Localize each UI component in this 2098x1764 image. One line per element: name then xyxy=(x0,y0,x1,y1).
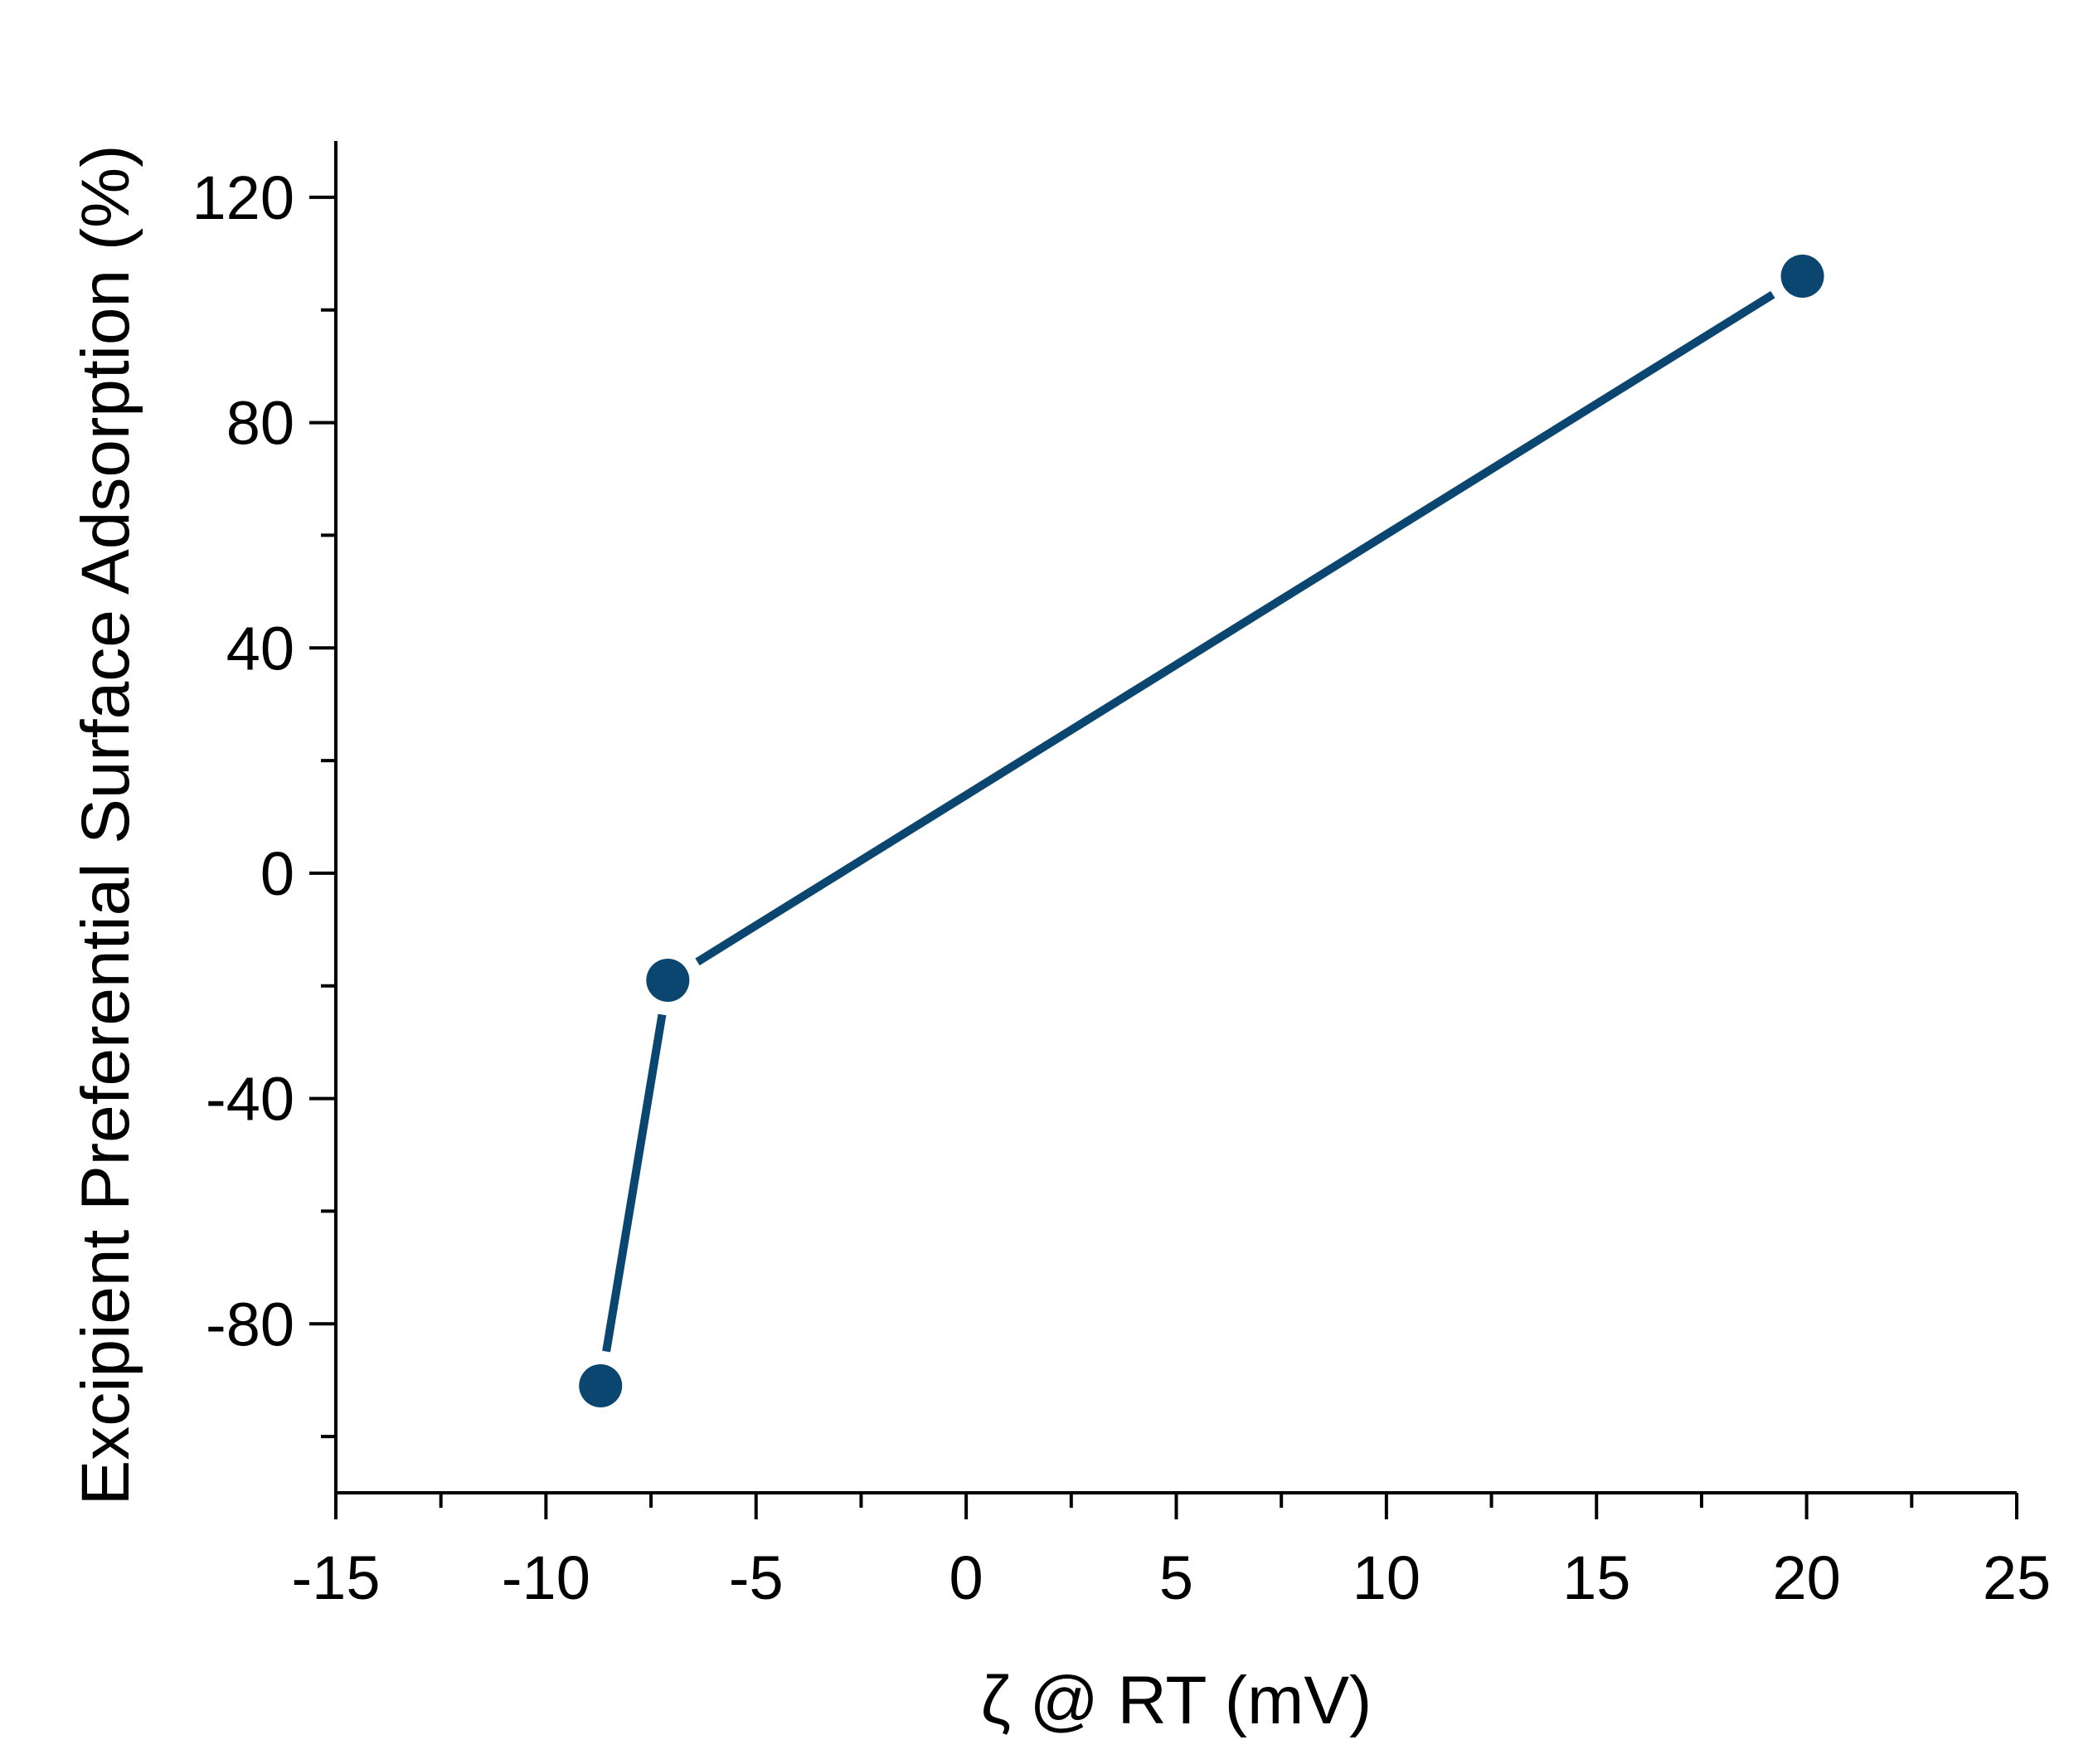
y-tick-label: 0 xyxy=(260,839,294,908)
axes: -15 -10 -5 0 5 10 15 20 25 -80 -40 0 40 80 120 xyxy=(192,141,2051,1612)
series-layer xyxy=(579,255,1824,1407)
y-tick-label: 120 xyxy=(192,163,294,232)
x-tick-label: 15 xyxy=(1562,1543,1630,1612)
x-tick-label: 25 xyxy=(1983,1543,2051,1612)
y-tick-label: 80 xyxy=(226,389,294,458)
y-tick-label: -80 xyxy=(206,1290,294,1358)
x-tick-label: 10 xyxy=(1353,1543,1421,1612)
y-tick-label: -40 xyxy=(206,1065,294,1134)
x-tick-label: 20 xyxy=(1772,1543,1840,1612)
series-line-segment xyxy=(695,290,1775,966)
data-point xyxy=(1780,255,1824,298)
x-tick-label: 0 xyxy=(949,1543,983,1612)
x-tick-label: -15 xyxy=(292,1543,381,1612)
x-tick-label: -10 xyxy=(502,1543,590,1612)
x-axis-title: ζ @ RT (mV) xyxy=(981,1663,1372,1738)
series-line-segment xyxy=(602,1013,667,1353)
data-point xyxy=(646,958,690,1002)
y-axis-title: Excipient Preferential Surface Adsorptio… xyxy=(68,145,143,1506)
x-tick-label: 5 xyxy=(1159,1543,1193,1612)
data-point xyxy=(579,1363,623,1407)
x-tick-label: -5 xyxy=(729,1543,784,1612)
y-tick-label: 40 xyxy=(226,614,294,683)
